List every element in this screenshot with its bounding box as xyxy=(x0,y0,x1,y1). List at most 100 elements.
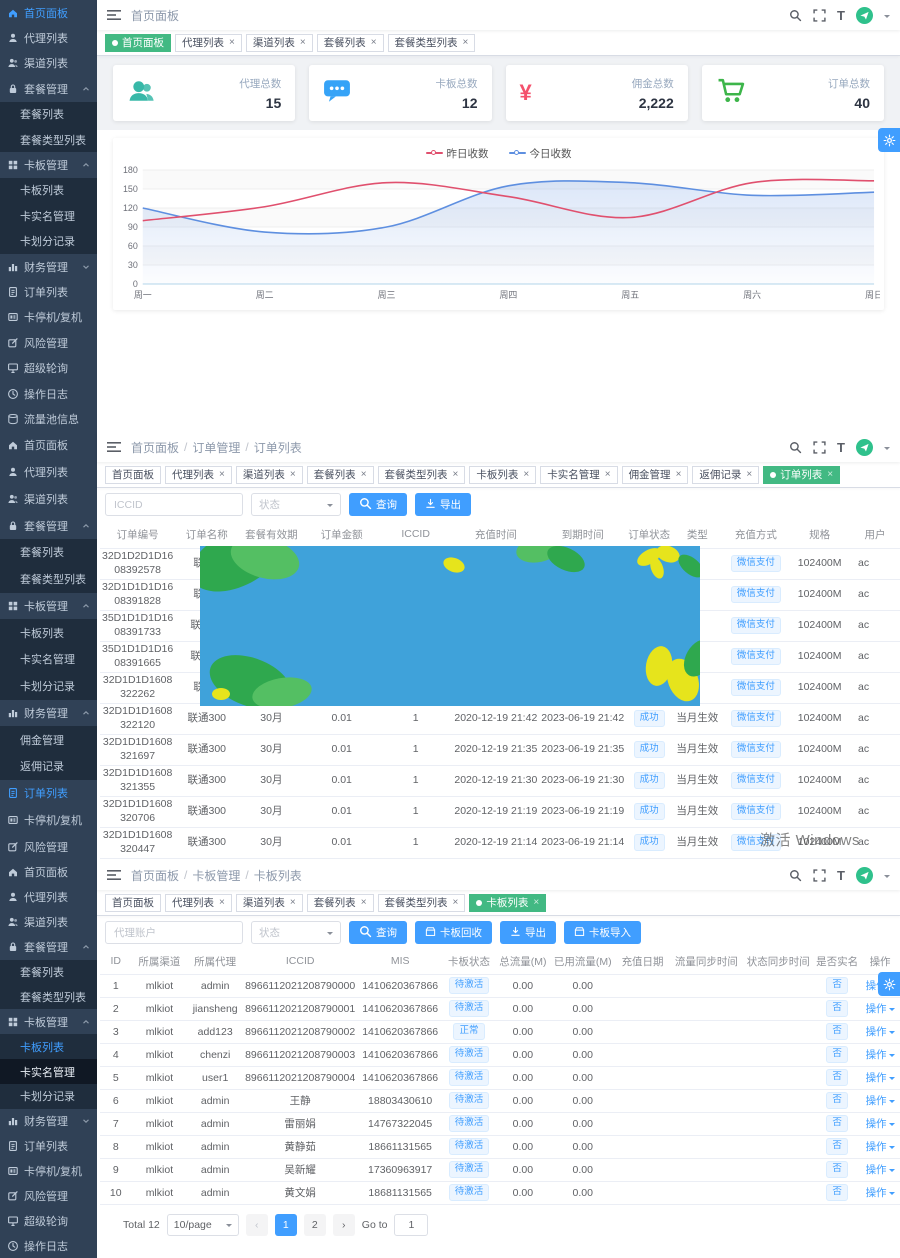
close-icon[interactable]: × xyxy=(219,469,225,480)
status-select[interactable]: 状态 xyxy=(251,493,341,516)
sidebar-subitem[interactable]: 卡划分记录 xyxy=(0,1084,97,1109)
tab-item[interactable]: 代理列表 × xyxy=(175,33,242,52)
sidebar-subitem[interactable]: 卡划分记录 xyxy=(0,228,97,254)
user-avatar[interactable] xyxy=(856,866,873,884)
sidebar-item[interactable]: 卡停机/复机 xyxy=(0,807,97,834)
sidebar-subitem[interactable]: 套餐类型列表 xyxy=(0,984,97,1010)
sidebar-item[interactable]: 订单列表 xyxy=(0,780,97,807)
tab-item[interactable]: 卡板列表 × xyxy=(469,465,537,484)
sidebar-item[interactable]: 卡板管理 xyxy=(0,1009,97,1034)
tab-item[interactable]: 首页面板 xyxy=(105,893,161,912)
sidebar-item[interactable]: 卡板管理 xyxy=(0,152,97,177)
close-icon[interactable]: × xyxy=(462,37,469,48)
hamburger-icon[interactable] xyxy=(107,9,121,21)
close-icon[interactable]: × xyxy=(360,897,367,908)
tab-item[interactable]: 套餐列表 × xyxy=(306,893,374,912)
sidebar-item[interactable]: 渠道列表 xyxy=(0,910,97,935)
sidebar-item[interactable]: 风险管理 xyxy=(0,1184,97,1209)
settings-gear-button[interactable] xyxy=(878,972,900,996)
sidebar-subitem[interactable]: 卡实名管理 xyxy=(0,203,97,229)
user-menu-caret-icon[interactable] xyxy=(884,446,890,453)
tab-item[interactable]: 佣金管理 × xyxy=(621,465,689,484)
filter-input[interactable] xyxy=(105,921,243,944)
tab-item[interactable]: 渠道列表 × xyxy=(235,893,303,912)
sidebar-item[interactable]: 首页面板 xyxy=(0,0,97,25)
sidebar-item[interactable]: 超级轮询 xyxy=(0,355,97,380)
close-icon[interactable]: × xyxy=(533,897,540,908)
goto-input[interactable] xyxy=(394,1213,429,1236)
tab-item[interactable]: 套餐类型列表 × xyxy=(377,465,466,484)
close-icon[interactable]: × xyxy=(675,469,682,480)
export-button[interactable]: 导出 xyxy=(500,921,556,944)
sidebar-subitem[interactable]: 返佣记录 xyxy=(0,753,97,780)
filter-input[interactable] xyxy=(105,493,243,516)
tab-active[interactable]: 卡板列表 × xyxy=(469,893,547,912)
sidebar-subitem[interactable]: 套餐列表 xyxy=(0,959,97,985)
tab-item[interactable]: 套餐类型列表 × xyxy=(377,893,466,912)
sidebar-subitem[interactable]: 卡实名管理 xyxy=(0,1059,97,1085)
search-icon[interactable] xyxy=(789,9,802,22)
operate-link[interactable]: 操作 xyxy=(866,1001,895,1016)
tab-item[interactable]: 代理列表 × xyxy=(165,465,232,484)
hamburger-icon[interactable] xyxy=(107,869,121,881)
close-icon[interactable]: × xyxy=(746,469,753,480)
tab-item[interactable]: 代理列表 × xyxy=(165,893,232,912)
settings-gear-button[interactable] xyxy=(878,128,900,152)
close-icon[interactable]: × xyxy=(219,897,225,908)
sidebar-subitem[interactable]: 卡板列表 xyxy=(0,177,97,204)
operate-link[interactable]: 操作 xyxy=(866,1185,895,1200)
query-button[interactable]: 查询 xyxy=(349,493,407,516)
sidebar-item[interactable]: 代理列表 xyxy=(0,885,97,910)
sidebar-item[interactable]: 首页面板 xyxy=(0,860,97,885)
tab-item[interactable]: 卡实名管理 × xyxy=(540,465,618,484)
sidebar-item[interactable]: 代理列表 xyxy=(0,459,97,486)
sidebar-item[interactable]: 首页面板 xyxy=(0,432,97,459)
card-import-button[interactable]: 卡板导入 xyxy=(564,921,641,944)
operate-link[interactable]: 操作 xyxy=(866,1093,895,1108)
sidebar-item[interactable]: 套餐管理 xyxy=(0,935,97,960)
close-icon[interactable]: × xyxy=(289,469,296,480)
breadcrumb-item[interactable]: 首页面板 xyxy=(131,868,180,883)
sidebar-item[interactable]: 代理列表 xyxy=(0,25,97,50)
close-icon[interactable]: × xyxy=(523,469,530,480)
user-avatar[interactable] xyxy=(856,6,873,24)
sidebar-subitem[interactable]: 卡板列表 xyxy=(0,619,97,646)
page-size-select[interactable]: 10/page xyxy=(166,1213,239,1236)
operate-link[interactable]: 操作 xyxy=(866,1047,895,1062)
breadcrumb-item[interactable]: 卡板管理 xyxy=(192,868,241,883)
sidebar-item[interactable]: 渠道列表 xyxy=(0,51,97,76)
tab-item[interactable]: 返佣记录 × xyxy=(692,465,760,484)
operate-link[interactable]: 操作 xyxy=(866,1116,895,1131)
sidebar-item[interactable]: 财务管理 xyxy=(0,254,97,279)
sidebar-item[interactable]: 操作日志 xyxy=(0,381,97,406)
tab-item[interactable]: 首页面板 xyxy=(105,465,161,484)
page-button-1[interactable]: 1 xyxy=(274,1213,297,1236)
operate-link[interactable]: 操作 xyxy=(866,1162,895,1177)
close-icon[interactable]: × xyxy=(827,469,834,480)
card-recycle-button[interactable]: 卡板回收 xyxy=(415,921,492,944)
sidebar-subitem[interactable]: 卡板列表 xyxy=(0,1034,97,1060)
operate-link[interactable]: 操作 xyxy=(866,1070,895,1085)
page-button-2[interactable]: 2 xyxy=(303,1213,326,1236)
sidebar-item[interactable]: 订单列表 xyxy=(0,279,97,304)
prev-page-button[interactable]: ‹ xyxy=(245,1213,268,1236)
legend-item[interactable]: 昨日收数 xyxy=(425,146,489,161)
search-icon[interactable] xyxy=(789,441,802,454)
sidebar-item[interactable]: 套餐管理 xyxy=(0,512,97,539)
tab-item[interactable]: 套餐类型列表 × xyxy=(387,33,476,52)
sidebar-item[interactable]: 套餐管理 xyxy=(0,76,97,101)
sidebar-item[interactable]: 财务管理 xyxy=(0,1109,97,1134)
font-size-icon[interactable]: T xyxy=(837,439,845,455)
export-button[interactable]: 导出 xyxy=(415,493,471,516)
legend-item[interactable]: 今日收数 xyxy=(508,146,572,161)
operate-link[interactable]: 操作 xyxy=(866,1139,895,1154)
query-button[interactable]: 查询 xyxy=(349,921,407,944)
sidebar-subitem[interactable]: 套餐类型列表 xyxy=(0,126,97,153)
search-icon[interactable] xyxy=(789,869,802,882)
fullscreen-icon[interactable] xyxy=(813,868,826,882)
sidebar-item[interactable]: 订单列表 xyxy=(0,1134,97,1159)
sidebar-subitem[interactable]: 套餐类型列表 xyxy=(0,565,97,593)
operate-link[interactable]: 操作 xyxy=(866,1024,895,1039)
sidebar-item[interactable]: 卡停机/复机 xyxy=(0,305,97,330)
sidebar-subitem[interactable]: 佣金管理 xyxy=(0,726,97,753)
